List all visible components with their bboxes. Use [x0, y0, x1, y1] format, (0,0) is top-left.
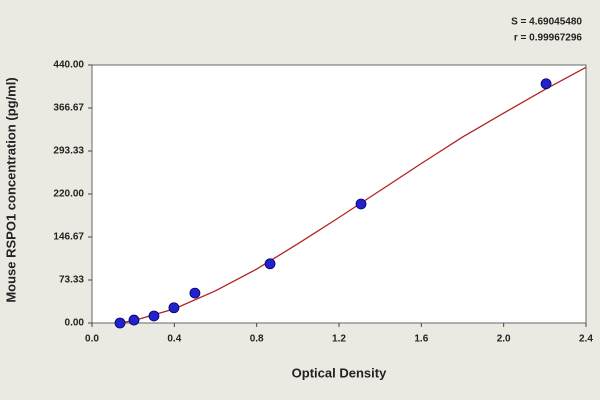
y-tick-label: 366.67	[53, 103, 84, 114]
data-point	[148, 310, 160, 322]
x-axis-label: Optical Density	[292, 365, 387, 380]
x-tick-label: 0.0	[85, 334, 99, 345]
data-point	[540, 78, 552, 90]
annotation: r = 0.99967296	[514, 33, 583, 44]
y-tick-label: 220.00	[53, 189, 84, 200]
y-tick-label: 0.00	[65, 318, 85, 329]
data-point	[355, 198, 367, 210]
data-point	[264, 258, 276, 270]
data-point	[114, 317, 126, 329]
data-point	[128, 314, 140, 326]
annotation: S = 4.69045480	[511, 17, 582, 28]
y-tick-label: 293.33	[53, 146, 84, 157]
y-axis-label: Mouse RSPO1 concentration (pg/ml)	[3, 77, 18, 302]
y-tick-label: 146.67	[53, 232, 84, 243]
y-tick-label: 73.33	[59, 275, 84, 286]
x-tick-label: 2.4	[579, 334, 593, 345]
x-tick-label: 1.2	[332, 334, 346, 345]
x-tick-label: 0.8	[250, 334, 264, 345]
data-point	[168, 302, 180, 314]
x-tick-label: 2.0	[497, 334, 511, 345]
plot-area	[91, 64, 587, 324]
y-tick-label: 440.00	[53, 60, 84, 71]
data-point	[189, 287, 201, 299]
x-tick-label: 0.4	[167, 334, 181, 345]
x-tick-label: 1.6	[414, 334, 428, 345]
